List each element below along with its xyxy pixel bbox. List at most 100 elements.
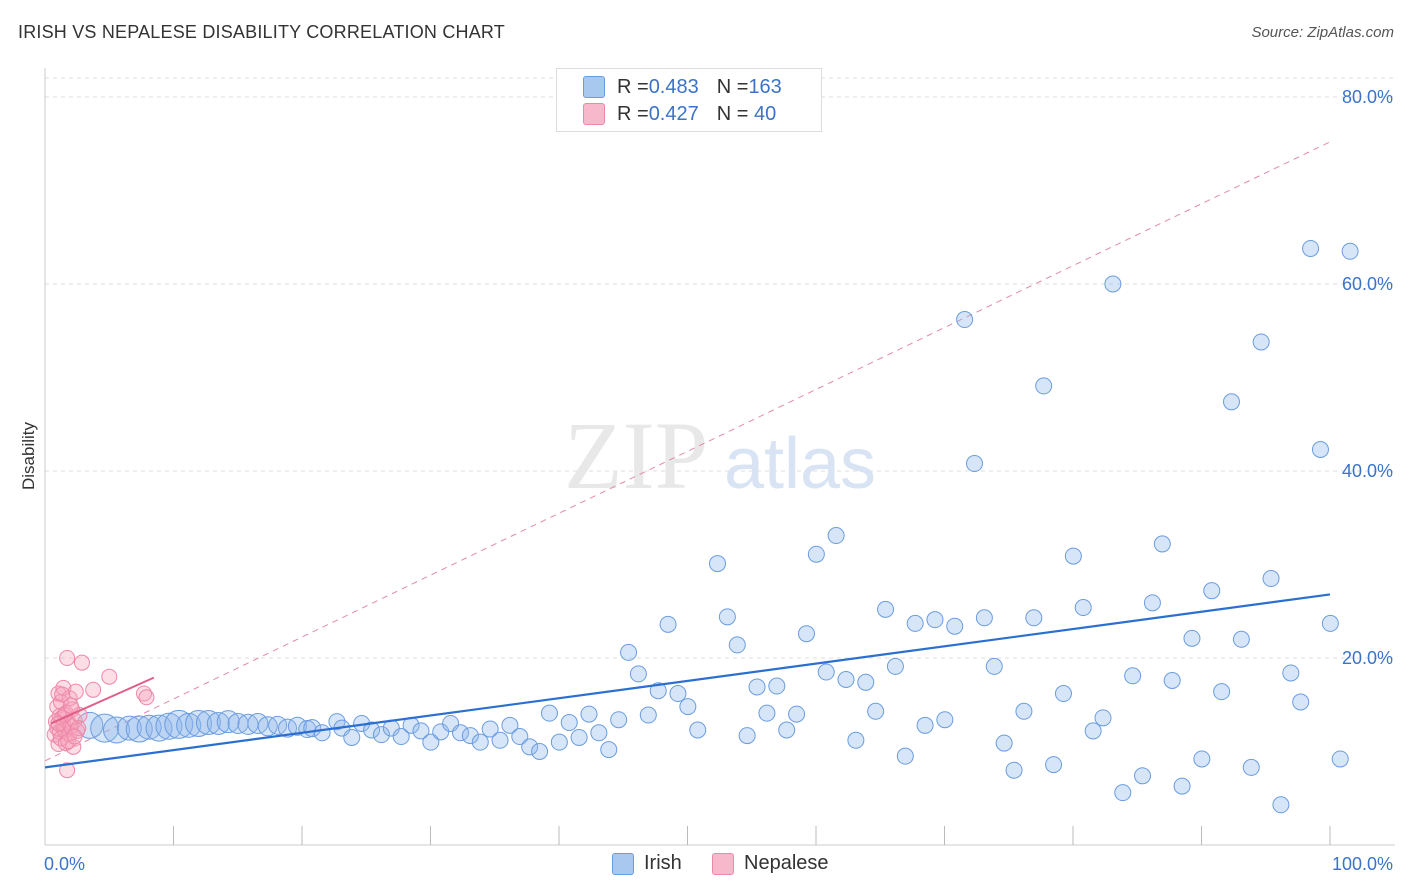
- y-tick-label: 20.0%: [1342, 648, 1393, 668]
- irish-point: [313, 724, 331, 742]
- irish-point: [1035, 377, 1053, 395]
- irish-point: [1134, 767, 1152, 785]
- irish-point: [580, 705, 598, 723]
- irish-point: [1302, 239, 1320, 257]
- irish-point: [936, 711, 954, 729]
- irish-point: [392, 728, 410, 746]
- irish-point: [600, 741, 618, 759]
- irish-point: [185, 709, 213, 737]
- irish-point: [748, 678, 766, 696]
- series-legend: Irish Nepalese: [0, 852, 1406, 878]
- irish-point: [287, 716, 307, 736]
- irish-point: [1084, 722, 1102, 740]
- irish-point: [659, 615, 677, 633]
- legend-n-label: N =: [716, 75, 749, 98]
- irish-point: [1242, 758, 1260, 776]
- irish-point: [906, 614, 924, 632]
- irish-points: [76, 239, 1359, 814]
- irish-point: [896, 747, 914, 765]
- trend-lines: [44, 593, 1331, 769]
- irish-point: [718, 608, 736, 626]
- irish-point: [125, 715, 153, 743]
- watermark-atlas: atlas: [724, 424, 876, 504]
- irish-point: [1282, 664, 1300, 682]
- irish-point: [363, 721, 381, 739]
- irish-point: [867, 702, 885, 720]
- irish-point: [709, 555, 726, 573]
- legend-n-value: 163: [748, 75, 782, 98]
- irish-point: [1183, 629, 1201, 647]
- irish-point: [461, 727, 479, 745]
- irish-point: [778, 721, 796, 739]
- legend-item-nepalese: Nepalese: [712, 852, 829, 875]
- irish-point: [877, 600, 895, 618]
- nepalese-point: [70, 720, 87, 737]
- irish-point: [620, 643, 638, 661]
- irish-point: [103, 716, 131, 744]
- y-tick-label: 40.0%: [1342, 461, 1393, 481]
- irish-point: [1015, 702, 1033, 720]
- nepalese-point: [57, 735, 74, 752]
- irish-point: [1104, 275, 1122, 293]
- irish-point: [985, 657, 1003, 675]
- irish-point: [995, 734, 1013, 752]
- irish-point: [372, 726, 390, 744]
- legend-n-value: 40: [748, 102, 777, 125]
- irish-point: [560, 714, 578, 732]
- irish-trend-line: [44, 593, 1331, 769]
- irish-point: [738, 727, 756, 745]
- nepalese-point: [50, 715, 67, 732]
- irish-point: [1292, 693, 1310, 711]
- irish-point: [1005, 761, 1023, 779]
- irish-point: [1203, 582, 1221, 600]
- legend-label-nepalese: Nepalese: [744, 852, 829, 874]
- irish-point: [1232, 630, 1250, 648]
- nepalese-point: [62, 697, 79, 714]
- irish-point: [1163, 671, 1181, 689]
- source-label: Source: ZipAtlas.com: [1251, 24, 1394, 41]
- irish-point: [946, 617, 964, 635]
- irish-point: [257, 716, 278, 737]
- irish-point: [570, 728, 588, 746]
- irish-point: [1252, 333, 1270, 351]
- x-tick-label: 100.0%: [1332, 854, 1393, 874]
- irish-point: [1341, 242, 1359, 260]
- irish-point: [116, 715, 142, 741]
- irish-point: [590, 724, 608, 742]
- x-tick-label: 0.0%: [44, 854, 85, 874]
- irish-point: [206, 711, 230, 735]
- irish-point: [768, 677, 786, 695]
- tick-labels: 20.0% 40.0% 60.0% 80.0% 0.0% 100.0%: [44, 87, 1393, 874]
- legend-item-irish: Irish: [612, 852, 682, 875]
- irish-point: [916, 716, 934, 734]
- irish-point: [1223, 393, 1240, 411]
- irish-point: [412, 722, 430, 740]
- irish-point: [1321, 614, 1339, 632]
- watermark-zip: ZIP: [564, 402, 708, 509]
- irish-point: [155, 712, 183, 740]
- irish-point: [422, 733, 440, 751]
- irish-point: [176, 712, 202, 738]
- irish-point: [886, 657, 904, 675]
- irish-point: [550, 733, 568, 751]
- reference-line-path: [44, 141, 1331, 762]
- legend-row-irish: R = 0.483 N = 163: [583, 74, 782, 100]
- nepalese-swatch: [712, 852, 734, 875]
- nepalese-point: [85, 681, 102, 698]
- irish-point: [471, 733, 489, 751]
- irish-point: [1064, 547, 1082, 565]
- irish-point: [1272, 796, 1290, 814]
- nepalese-point: [138, 689, 155, 706]
- irish-point: [452, 724, 469, 742]
- irish-point: [432, 723, 450, 741]
- irish-point: [788, 705, 806, 723]
- y-tick-label: 60.0%: [1342, 274, 1393, 294]
- y-axis-label: Disability: [19, 421, 38, 490]
- irish-point: [758, 704, 776, 722]
- irish-point: [728, 636, 746, 654]
- irish-point: [669, 685, 687, 703]
- irish-point: [847, 731, 865, 749]
- nepalese-point: [101, 668, 118, 685]
- y-tick-label: 80.0%: [1342, 87, 1393, 107]
